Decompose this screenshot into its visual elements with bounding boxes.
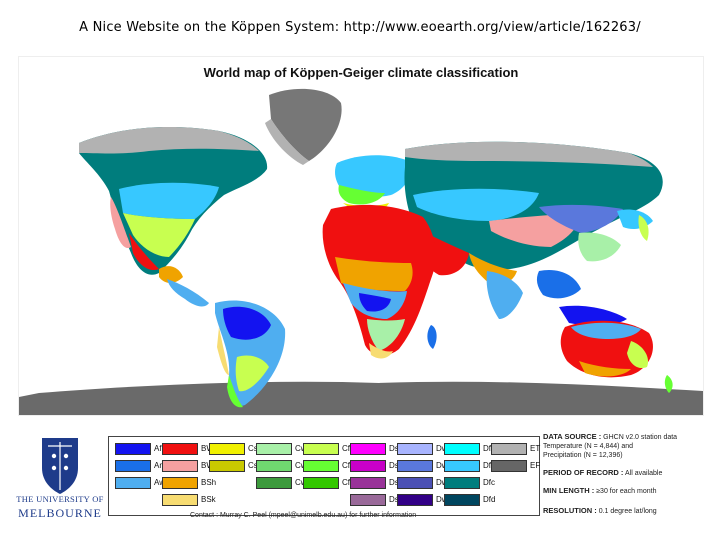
legend-swatch xyxy=(491,460,527,472)
legend-swatch xyxy=(397,460,433,472)
legend-swatch xyxy=(444,460,480,472)
legend-code: Dsd xyxy=(389,494,403,506)
min-length-text: ≥30 for each month xyxy=(596,488,657,495)
asia xyxy=(404,141,663,270)
central-america xyxy=(167,279,209,307)
legend-swatch xyxy=(115,443,151,455)
legend-swatch xyxy=(303,460,339,472)
legend-code: EF xyxy=(530,461,541,470)
legend-code: ET xyxy=(530,444,541,453)
university-logo xyxy=(42,438,78,494)
legend-code: BSh xyxy=(201,478,217,487)
legend-swatch xyxy=(115,477,151,489)
legend-code: Cfa xyxy=(342,444,355,453)
legend-swatch xyxy=(397,494,433,506)
min-length-label: MIN LENGTH : xyxy=(543,486,595,495)
legend-code: Dfb xyxy=(483,461,496,470)
legend-code: Dfd xyxy=(483,495,496,504)
legend-code: Am xyxy=(154,461,166,470)
legend-swatch xyxy=(256,477,292,489)
legend-swatch xyxy=(209,460,245,472)
data-info: DATA SOURCE : GHCN v2.0 station data Tem… xyxy=(543,432,713,516)
legend-swatch xyxy=(162,460,198,472)
legend-swatch xyxy=(397,477,433,489)
legend-swatch xyxy=(256,443,292,455)
legend-code: Cfc xyxy=(342,478,354,487)
data-source-line3: Precipitation (N = 12,396) xyxy=(543,452,623,459)
legend-swatch xyxy=(444,477,480,489)
logo-line1: THE UNIVERSITY OF xyxy=(16,494,104,504)
climate-map: World map of Köppen-Geiger climate class… xyxy=(18,56,704,416)
legend-code: BSk xyxy=(201,495,216,504)
legend-code: Dsc xyxy=(389,478,403,487)
legend-code: Dfa xyxy=(483,444,496,453)
period-text: All available xyxy=(624,470,663,477)
europe xyxy=(335,155,411,198)
legend-swatch xyxy=(162,494,198,506)
legend-swatch xyxy=(350,477,386,489)
contact-text: Contact : Murray C. Peel (mpeel@unimelb.… xyxy=(190,512,417,519)
antarctica xyxy=(19,381,703,415)
legend-swatch xyxy=(256,460,292,472)
legend-swatch xyxy=(115,460,151,472)
legend-code: Csb xyxy=(248,460,262,472)
legend-code: Csa xyxy=(248,443,262,455)
greenland xyxy=(269,88,342,161)
legend-code: Cfb xyxy=(342,461,355,470)
legend-swatch xyxy=(303,443,339,455)
legend-code: Dwc xyxy=(436,477,452,489)
resolution-text: 0.1 degree lat/long xyxy=(598,508,657,515)
legend-swatch xyxy=(162,443,198,455)
legend-swatch xyxy=(162,477,198,489)
climate-legend: AfAmAwBWhBWkBShBSkCsaCsbCwaCwbCwcCfaCfbC… xyxy=(108,436,540,516)
legend-swatch xyxy=(303,477,339,489)
legend-code: Dfc xyxy=(483,478,495,487)
data-source-line2: Temperature (N = 4,844) and xyxy=(543,443,634,450)
legend-swatch xyxy=(444,494,480,506)
legend-code: Dsa xyxy=(389,443,403,455)
legend-swatch xyxy=(444,443,480,455)
legend-swatch xyxy=(350,494,386,506)
legend-code: Cwc xyxy=(295,477,311,489)
period-label: PERIOD OF RECORD : xyxy=(543,468,624,477)
legend-swatch xyxy=(397,443,433,455)
world-map xyxy=(19,88,703,415)
legend-code: Dsb xyxy=(389,460,403,472)
logo-line2: MELBOURNE xyxy=(18,506,102,520)
data-source-text: GHCN v2.0 station data xyxy=(603,434,678,441)
legend-code: Af xyxy=(154,444,162,453)
legend-swatch xyxy=(491,443,527,455)
legend-swatch xyxy=(350,443,386,455)
data-source-label: DATA SOURCE : xyxy=(543,432,602,441)
legend-swatch xyxy=(209,443,245,455)
legend-swatch xyxy=(350,460,386,472)
legend-code: Aw xyxy=(154,478,165,487)
resolution-label: RESOLUTION : xyxy=(543,506,597,515)
slide-title: A Nice Website on the Köppen System: htt… xyxy=(79,20,641,35)
map-title: World map of Köppen-Geiger climate class… xyxy=(203,65,519,80)
